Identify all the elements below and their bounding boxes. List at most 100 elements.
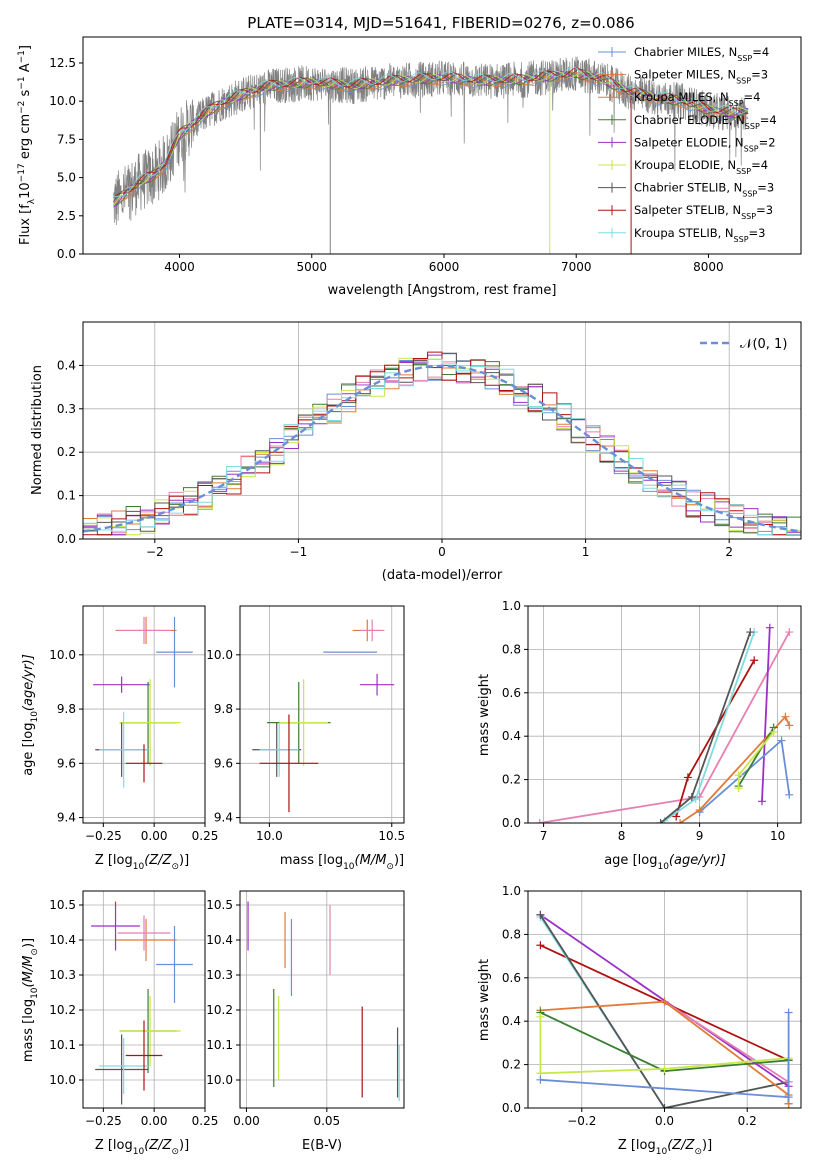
axes-frame bbox=[527, 890, 802, 1109]
legend-label: 𝒩(0, 1) bbox=[740, 337, 787, 352]
mass-weight-marker bbox=[535, 819, 544, 823]
x-tick-label: 0.25 bbox=[192, 829, 219, 843]
plot-area bbox=[252, 619, 395, 813]
y-tick-label: 10.0 bbox=[206, 648, 233, 662]
mass-weight-line bbox=[679, 715, 791, 823]
legend-label: Salpeter ELODIE, NSSP=2 bbox=[634, 135, 776, 153]
panel-spectrum: 4000 5000 6000 7000 8000 0.0 2.5 5.0 7.5 10.0 12.5… bbox=[17, 36, 802, 298]
plot-area bbox=[83, 351, 801, 536]
legend-label: Chabrier STELIB, NSSP=3 bbox=[634, 181, 774, 199]
y-tick-label: 0.0 bbox=[57, 247, 76, 261]
mass-weight-marker bbox=[785, 628, 794, 637]
y-tick-label: 10.1 bbox=[49, 1038, 76, 1052]
x-tick-label: 8 bbox=[618, 829, 626, 843]
x-tick-label: 0.00 bbox=[141, 1114, 168, 1128]
y-tick-label: 10.4 bbox=[49, 933, 76, 947]
mass-weight-marker bbox=[785, 790, 794, 799]
y-tick-label: 10.1 bbox=[206, 1038, 233, 1052]
mass-weight-line bbox=[737, 727, 775, 787]
model-spectrum bbox=[113, 71, 749, 206]
x-tick-label: −2 bbox=[146, 545, 164, 559]
legend-label: Kroupa STELIB, NSSP=3 bbox=[634, 226, 765, 244]
mass-weight-marker bbox=[784, 1093, 793, 1102]
y-axis-label: Flux [fλ10−17 erg cm−2 s−1 A−1] bbox=[17, 45, 37, 245]
x-tick-label: 0.0 bbox=[655, 1114, 674, 1128]
x-axis-label: (data-model)/error bbox=[382, 568, 503, 583]
model-spectrum bbox=[113, 66, 749, 198]
panel-age-vs-Z: −0.25 0.00 0.25 9.4 9.6 9.8 10.0 Z [log10(Z/Z⊙)… bbox=[21, 605, 219, 872]
y-tick-label: 10.2 bbox=[206, 1003, 233, 1017]
plot-area bbox=[91, 901, 193, 1105]
mass-weight-marker bbox=[672, 812, 681, 821]
y-tick-label: 0.8 bbox=[502, 927, 521, 941]
x-tick-label: 0.00 bbox=[233, 1114, 260, 1128]
y-tick-label: 10.3 bbox=[206, 968, 233, 982]
mass-weight-marker bbox=[777, 736, 786, 745]
y-tick-label: 9.4 bbox=[57, 811, 76, 825]
model-spectrum bbox=[113, 67, 749, 199]
mass-weight-marker bbox=[687, 792, 696, 801]
axes-frame bbox=[527, 605, 802, 824]
y-tick-label: 0.3 bbox=[57, 402, 76, 416]
mass-weight-line bbox=[761, 627, 771, 802]
y-tick-label: 0.0 bbox=[502, 1101, 521, 1115]
mass-weight-marker bbox=[683, 773, 692, 782]
x-axis-label: Z [log10(Z/Z⊙)] bbox=[95, 1138, 189, 1157]
y-axis-label: age [log10(age/yr)] bbox=[21, 654, 40, 776]
y-tick-label: 10.2 bbox=[49, 1003, 76, 1017]
y-tick-label: 12.5 bbox=[49, 56, 76, 70]
x-tick-label: 6000 bbox=[429, 260, 460, 274]
mass-weight-marker bbox=[785, 721, 794, 730]
x-axis-label: mass [log10(M/M⊙)] bbox=[280, 853, 404, 872]
y-tick-label: 10.0 bbox=[49, 648, 76, 662]
panel-mass-vs-Z: −0.25 0.00 0.25 10.0 10.1 10.2 10.3 10.4 10.5 Z [… bbox=[21, 890, 218, 1157]
legend-label: Chabrier MILES, NSSP=4 bbox=[634, 45, 769, 63]
mass-weight-marker bbox=[660, 1064, 669, 1073]
y-tick-label: 9.6 bbox=[214, 756, 233, 770]
y-tick-label: 10.0 bbox=[206, 1073, 233, 1087]
y-tick-label: 7.5 bbox=[57, 132, 76, 146]
axes-frame bbox=[239, 605, 405, 824]
mass-weight-line bbox=[539, 914, 789, 1108]
plot-area bbox=[113, 56, 749, 254]
mass-weight-marker bbox=[765, 623, 774, 632]
plot-area bbox=[535, 623, 794, 823]
x-tick-label: 5000 bbox=[296, 260, 327, 274]
x-tick-label: 10 bbox=[770, 829, 785, 843]
mass-weight-marker bbox=[660, 997, 669, 1006]
mass-weight-marker bbox=[695, 805, 704, 814]
mass-weight-marker bbox=[676, 819, 685, 823]
axes-frame bbox=[239, 890, 405, 1109]
y-tick-label: 9.4 bbox=[214, 811, 233, 825]
mass-weight-marker bbox=[536, 1012, 545, 1021]
y-tick-label: 0.2 bbox=[57, 445, 76, 459]
y-tick-label: 0.0 bbox=[502, 816, 521, 830]
mass-weight-marker bbox=[750, 656, 759, 665]
y-tick-label: 2.5 bbox=[57, 209, 76, 223]
mass-weight-marker bbox=[656, 819, 665, 823]
y-axis-label: Normed distribution bbox=[30, 365, 45, 495]
y-tick-label: 0.4 bbox=[57, 358, 76, 372]
x-tick-label: −0.25 bbox=[85, 829, 122, 843]
x-axis-label: age [log10(age/yr)] bbox=[604, 853, 726, 872]
axes-frame bbox=[82, 36, 802, 255]
axes-frame bbox=[82, 321, 802, 540]
y-tick-label: 0.0 bbox=[57, 532, 76, 546]
y-axis-label: mass [log10(M/M⊙)] bbox=[21, 938, 40, 1062]
y-tick-label: 10.5 bbox=[49, 898, 76, 912]
mass-weight-marker bbox=[536, 941, 545, 950]
y-axis-label: mass weight bbox=[477, 674, 492, 756]
legend-label: Kroupa MILES, NSSP=4 bbox=[634, 90, 760, 108]
x-axis-label: wavelength [Angstrom, rest frame] bbox=[328, 283, 557, 298]
y-tick-label: 10.0 bbox=[49, 94, 76, 108]
mass-weight-marker bbox=[784, 1008, 793, 1017]
x-axis-label: E(B-V) bbox=[302, 1138, 342, 1153]
x-tick-label: 0.00 bbox=[141, 829, 168, 843]
x-tick-label: −1 bbox=[290, 545, 308, 559]
mass-weight-line bbox=[664, 1000, 790, 1083]
x-tick-label: 0 bbox=[438, 545, 446, 559]
x-tick-label: 0.05 bbox=[313, 1114, 340, 1128]
mass-weight-marker bbox=[746, 628, 755, 637]
axes-frame bbox=[82, 605, 206, 824]
x-tick-label: 8000 bbox=[693, 260, 724, 274]
